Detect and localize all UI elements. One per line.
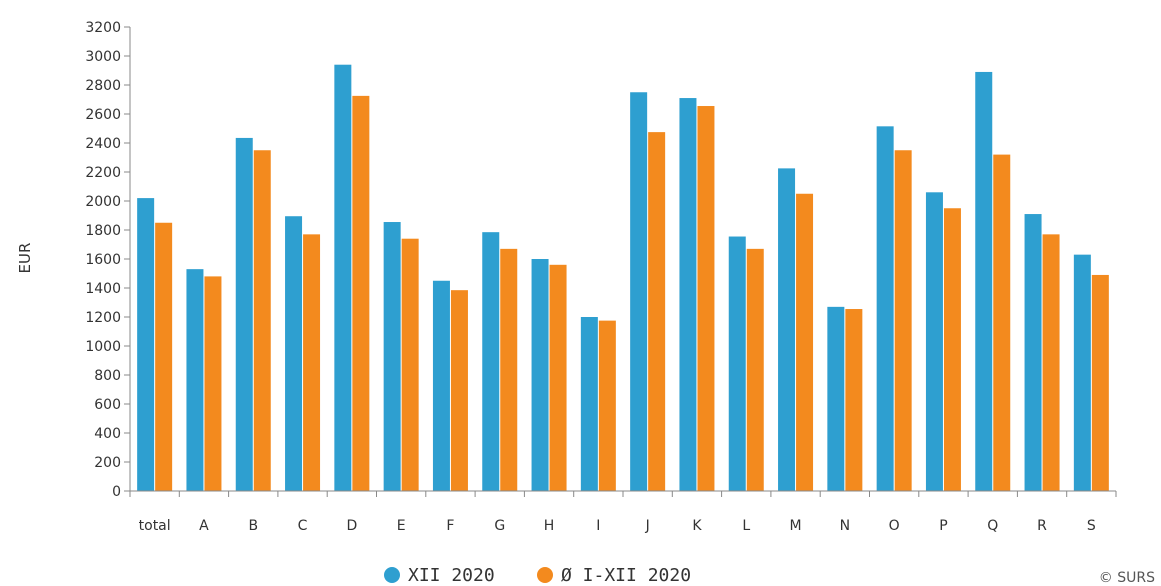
bar-xii-2020 [383, 222, 401, 491]
bar-xii-2020 [186, 269, 204, 491]
y-tick-label: 1400 [85, 281, 121, 297]
y-tick-label: 2800 [85, 78, 121, 94]
bar-xii-2020 [876, 126, 894, 491]
bars [137, 64, 1109, 492]
bar-avg-i-xii-2020 [253, 150, 271, 491]
x-tick-label: total [139, 518, 171, 534]
x-tick-label: K [692, 518, 702, 534]
bar-avg-i-xii-2020 [746, 248, 764, 491]
bar-xii-2020 [580, 317, 598, 491]
x-tick-label: O [889, 518, 900, 534]
x-axis: total A B C D E F G H I J K L M N O P Q R S [129, 490, 1117, 534]
bar-xii-2020 [137, 198, 155, 491]
bar-avg-i-xii-2020 [943, 208, 961, 491]
bar-avg-i-xii-2020 [648, 132, 666, 491]
bar-avg-i-xii-2020 [796, 193, 814, 491]
legend-swatch [384, 567, 400, 583]
bar-avg-i-xii-2020 [352, 95, 370, 491]
x-tick-label: D [346, 518, 357, 534]
x-tick-label: F [446, 518, 454, 534]
x-tick-label: R [1037, 518, 1047, 534]
bar-xii-2020 [285, 216, 303, 491]
y-tick-label: 1200 [85, 310, 121, 326]
x-tick-label: S [1087, 518, 1096, 534]
bar-avg-i-xii-2020 [1042, 234, 1060, 491]
bar-xii-2020 [728, 236, 746, 491]
y-tick-label: 2400 [85, 136, 121, 152]
bar-avg-i-xii-2020 [993, 154, 1011, 491]
legend-label: XII 2020 [408, 565, 495, 586]
x-tick-label: Q [987, 518, 998, 534]
x-tick-label: L [742, 518, 750, 534]
y-tick-label: 1000 [85, 339, 121, 355]
y-tick-label: 2200 [85, 165, 121, 181]
bar-avg-i-xii-2020 [303, 234, 321, 491]
x-tick-label: C [298, 518, 308, 534]
y-tick-label: 2000 [85, 194, 121, 210]
y-tick-label: 1800 [85, 223, 121, 239]
y-tick-label: 200 [94, 455, 121, 471]
y-tick-label: 1600 [85, 252, 121, 268]
x-tick-label: H [544, 518, 555, 534]
x-tick-label: P [939, 518, 947, 534]
bar-xii-2020 [334, 64, 352, 491]
y-tick-label: 3200 [85, 20, 121, 36]
x-tick-label: G [494, 518, 505, 534]
bar-avg-i-xii-2020 [401, 238, 419, 491]
bar-xii-2020 [482, 232, 500, 492]
bar-avg-i-xii-2020 [845, 309, 863, 491]
bar-xii-2020 [630, 92, 648, 491]
x-tick-label: B [248, 518, 258, 534]
x-tick-label: J [645, 518, 650, 534]
y-tick-label: 3000 [85, 49, 121, 65]
bar-avg-i-xii-2020 [697, 106, 715, 492]
bar-avg-i-xii-2020 [500, 248, 518, 491]
bar-xii-2020 [975, 71, 993, 491]
bar-xii-2020 [531, 259, 549, 491]
bar-avg-i-xii-2020 [450, 290, 468, 491]
bar-avg-i-xii-2020 [894, 150, 912, 491]
legend: XII 2020 Ø I-XII 2020 [384, 565, 691, 586]
y-tick-label: 600 [94, 397, 121, 413]
x-tick-label: M [790, 518, 802, 534]
bar-xii-2020 [235, 137, 253, 492]
bar-avg-i-xii-2020 [155, 222, 173, 491]
bar-xii-2020 [432, 280, 450, 491]
bar-avg-i-xii-2020 [1091, 274, 1109, 491]
y-tick-label: 400 [94, 426, 121, 442]
legend-swatch [537, 567, 553, 583]
bar-xii-2020 [925, 192, 943, 492]
bar-xii-2020 [827, 306, 845, 491]
bar-avg-i-xii-2020 [204, 276, 222, 491]
bar-xii-2020 [1073, 254, 1091, 491]
y-axis: 0 200 400 600 800 1000 1200 1400 1600 1800 2000 220… [85, 20, 131, 500]
x-tick-label: A [199, 518, 209, 534]
x-tick-label: N [840, 518, 850, 534]
x-tick-label: E [397, 518, 406, 534]
bar-avg-i-xii-2020 [549, 264, 567, 491]
bar-avg-i-xii-2020 [598, 320, 616, 491]
y-axis-title: EUR [16, 243, 34, 274]
bar-xii-2020 [1024, 214, 1042, 492]
y-tick-label: 2600 [85, 107, 121, 123]
credit-text: © SURS [1099, 570, 1155, 586]
legend-label: Ø I-XII 2020 [561, 565, 691, 586]
bar-xii-2020 [778, 168, 796, 491]
x-tick-label: I [596, 518, 600, 534]
y-tick-label: 800 [94, 368, 121, 384]
bar-xii-2020 [679, 98, 697, 492]
y-tick-label: 0 [112, 484, 121, 500]
